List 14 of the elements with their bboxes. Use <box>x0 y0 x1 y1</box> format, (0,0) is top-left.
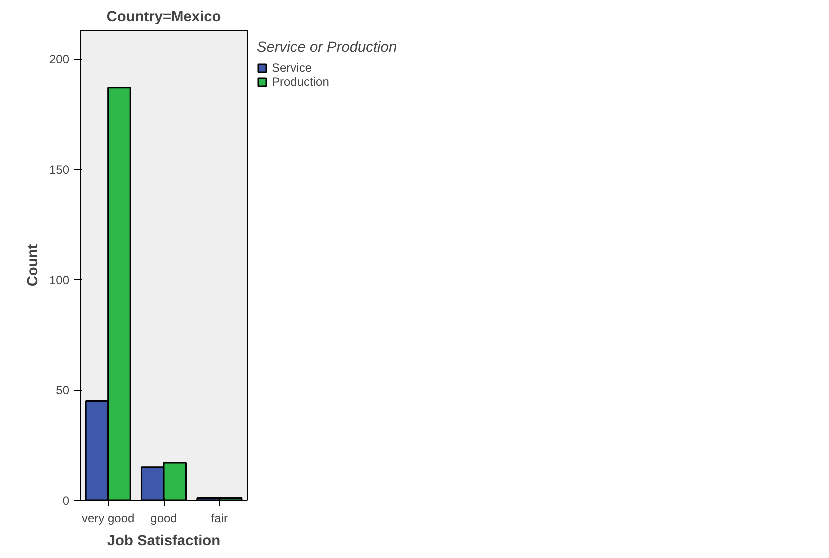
y-tick-label: 50 <box>56 384 70 398</box>
legend-label: Service <box>272 61 312 75</box>
x-axis-title: Job Satisfaction <box>107 534 221 550</box>
y-tick-label: 200 <box>49 52 70 67</box>
x-tick-label: good <box>150 512 178 526</box>
y-tick-label: 0 <box>62 494 70 508</box>
y-tick-label: 150 <box>49 163 70 178</box>
legend-title: Service or Production <box>257 40 398 56</box>
y-tick-label: 100 <box>49 273 70 288</box>
x-tick-label: fair <box>211 512 228 526</box>
legend-label: Production <box>272 75 330 89</box>
x-tick-label: very good <box>82 512 135 526</box>
y-axis-title: Count <box>25 244 42 287</box>
chart-title: Country=Mexico <box>106 10 222 26</box>
